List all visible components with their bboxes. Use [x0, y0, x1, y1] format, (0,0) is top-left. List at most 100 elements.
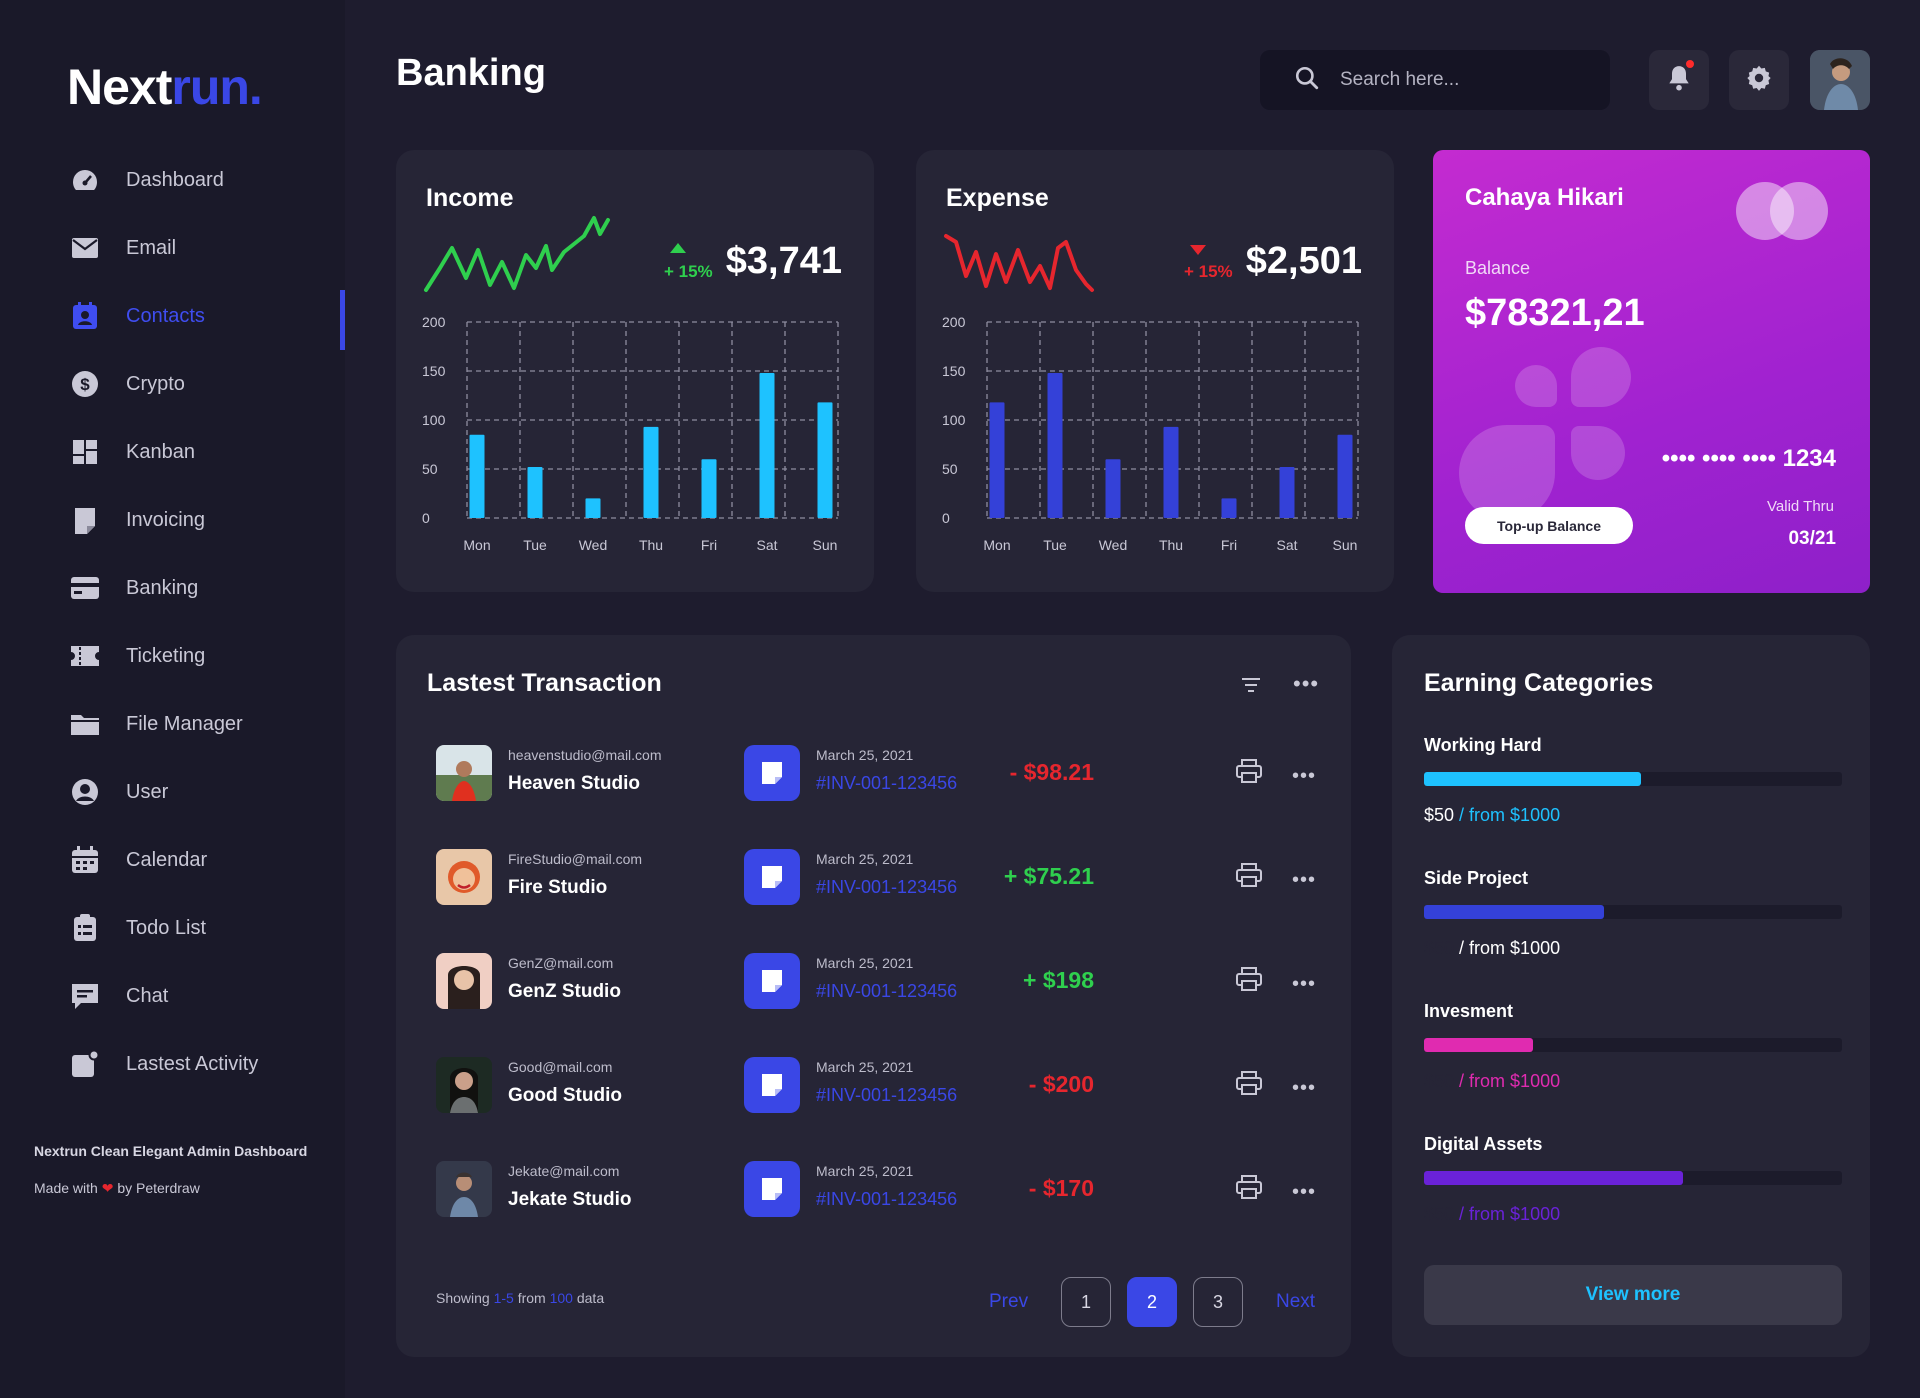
- expense-bar-sat: [1279, 467, 1295, 518]
- card-brand-circle: [1770, 182, 1828, 240]
- sidebar-item-label: Chat: [126, 984, 169, 1007]
- sidebar-item-crypto[interactable]: $ Crypto: [0, 350, 345, 418]
- expense-x-tick-label: Fri: [1221, 537, 1237, 553]
- clipboard-icon: [70, 913, 100, 943]
- invoice-icon: [744, 1057, 800, 1113]
- table-row[interactable]: GenZ@mail.com GenZ Studio March 25, 2021…: [436, 943, 1316, 1013]
- print-icon[interactable]: [1236, 759, 1262, 788]
- kanban-icon: [70, 437, 100, 467]
- showing-range: 1-5: [493, 1290, 514, 1306]
- topup-balance-button[interactable]: Top-up Balance: [1465, 507, 1633, 544]
- bank-card: Cahaya Hikari Balance $78321,21 •••• •••…: [1433, 150, 1870, 593]
- transaction-amount: + $198: [1023, 967, 1094, 993]
- earning-item: Invesment $50 / from $1000: [1424, 1001, 1842, 1091]
- user-avatar[interactable]: [1810, 50, 1870, 110]
- sidebar-item-calendar[interactable]: Calendar: [0, 826, 345, 894]
- search-input[interactable]: [1340, 69, 1600, 91]
- earning-value: $50 / from $1000: [1424, 1071, 1560, 1092]
- page-button-3[interactable]: 3: [1193, 1277, 1243, 1327]
- earning-suffix: / from $1000: [1454, 938, 1561, 958]
- more-options-icon[interactable]: •••: [1293, 671, 1320, 696]
- transaction-name: Jekate Studio: [508, 1189, 632, 1210]
- income-x-tick-label: Thu: [639, 537, 663, 553]
- view-more-button[interactable]: View more: [1424, 1265, 1842, 1325]
- sidebar-item-ticketing[interactable]: Ticketing: [0, 622, 345, 690]
- avatar: [436, 745, 492, 801]
- sidebar-item-file-manager[interactable]: File Manager: [0, 690, 345, 758]
- income-x-tick-label: Mon: [463, 537, 490, 553]
- calendar-icon: [70, 845, 100, 875]
- expense-x-tick-label: Sat: [1276, 537, 1297, 553]
- footer-credit: Made with ❤ by Peterdraw: [34, 1180, 200, 1197]
- earning-progress-track: [1424, 905, 1842, 919]
- print-icon[interactable]: [1236, 1071, 1262, 1100]
- row-more-icon[interactable]: •••: [1292, 869, 1317, 891]
- row-more-icon[interactable]: •••: [1292, 765, 1317, 787]
- income-title: Income: [426, 184, 514, 212]
- transaction-amount: - $98.21: [1009, 759, 1094, 785]
- invoice-link[interactable]: #INV-001-123456: [816, 773, 958, 793]
- sidebar-item-dashboard[interactable]: Dashboard: [0, 146, 345, 214]
- income-bar-chart: 0 50 100 150 200 Mon Tue Wed Thu Fri Sat Sun: [422, 314, 839, 553]
- row-more-icon[interactable]: •••: [1292, 973, 1317, 995]
- print-icon[interactable]: [1236, 1175, 1262, 1204]
- valid-thru-label: Valid Thru: [1767, 498, 1834, 515]
- table-row[interactable]: heavenstudio@mail.com Heaven Studio Marc…: [436, 735, 1316, 805]
- row-more-icon[interactable]: •••: [1292, 1077, 1317, 1099]
- earning-title: Earning Categories: [1424, 669, 1654, 697]
- next-page-button[interactable]: Next: [1276, 1291, 1316, 1312]
- transaction-email: FireStudio@mail.com: [508, 851, 643, 867]
- filter-icon[interactable]: [1241, 677, 1261, 698]
- table-row[interactable]: Good@mail.com Good Studio March 25, 2021…: [436, 1047, 1316, 1117]
- expense-down-arrow-icon: [1190, 242, 1206, 260]
- sidebar-item-lastest-activity[interactable]: Lastest Activity: [0, 1030, 345, 1098]
- footer-made-post: by Peterdraw: [117, 1180, 200, 1196]
- expense-y-tick-label: 200: [942, 314, 966, 330]
- expense-change: + 15%: [1184, 262, 1233, 281]
- sidebar-item-contacts[interactable]: Contacts: [0, 282, 345, 350]
- avatar: [436, 1161, 492, 1217]
- invoice-link[interactable]: #INV-001-123456: [816, 1085, 958, 1105]
- logo[interactable]: Nextrun.: [67, 58, 263, 116]
- earning-progress-fill: [1424, 772, 1642, 786]
- invoice-icon: [744, 745, 800, 801]
- invoice-link[interactable]: #INV-001-123456: [816, 877, 958, 897]
- card-icon: [70, 573, 100, 603]
- table-row[interactable]: FireStudio@mail.com Fire Studio March 25…: [436, 839, 1316, 909]
- sidebar-item-email[interactable]: Email: [0, 214, 345, 282]
- page-button-1[interactable]: 1: [1061, 1277, 1111, 1327]
- settings-button[interactable]: [1729, 50, 1789, 110]
- print-icon[interactable]: [1236, 863, 1262, 892]
- sidebar-item-chat[interactable]: Chat: [0, 962, 345, 1030]
- sidebar-item-kanban[interactable]: Kanban: [0, 418, 345, 486]
- invoice-link[interactable]: #INV-001-123456: [816, 981, 958, 1001]
- prev-page-button[interactable]: Prev: [989, 1291, 1029, 1312]
- transactions-title: Lastest Transaction: [427, 669, 662, 697]
- earning-progress-fill: [1424, 905, 1604, 919]
- balance-label: Balance: [1465, 258, 1531, 278]
- page-button-2[interactable]: 2: [1127, 1277, 1177, 1327]
- sidebar-item-banking[interactable]: Banking: [0, 554, 345, 622]
- card-decoration: [1571, 426, 1625, 480]
- row-more-icon[interactable]: •••: [1292, 1181, 1317, 1203]
- income-bar-thu: [643, 426, 659, 518]
- sidebar-item-user[interactable]: User: [0, 758, 345, 826]
- invoice-link[interactable]: #INV-001-123456: [816, 1189, 958, 1209]
- logo-part1: Next: [67, 59, 172, 115]
- income-y-tick-label: 0: [422, 510, 430, 526]
- income-bar-mon: [469, 434, 485, 518]
- search-bar[interactable]: [1260, 50, 1610, 110]
- table-row[interactable]: Jekate@mail.com Jekate Studio March 25, …: [436, 1151, 1316, 1221]
- transaction-date: March 25, 2021: [816, 1059, 914, 1075]
- sidebar-item-todo-list[interactable]: Todo List: [0, 894, 345, 962]
- sidebar-item-label: Contacts: [126, 304, 205, 327]
- heart-icon: ❤: [101, 1180, 114, 1196]
- valid-thru-date: 03/21: [1788, 528, 1836, 549]
- balance-value: $78321,21: [1465, 292, 1645, 334]
- earning-value: $50 / from $1000: [1424, 1204, 1560, 1225]
- notification-button[interactable]: [1649, 50, 1709, 110]
- expense-y-tick-label: 0: [942, 510, 950, 526]
- sidebar-item-label: Calendar: [126, 848, 208, 871]
- print-icon[interactable]: [1236, 967, 1262, 996]
- sidebar-item-invoicing[interactable]: Invoicing: [0, 486, 345, 554]
